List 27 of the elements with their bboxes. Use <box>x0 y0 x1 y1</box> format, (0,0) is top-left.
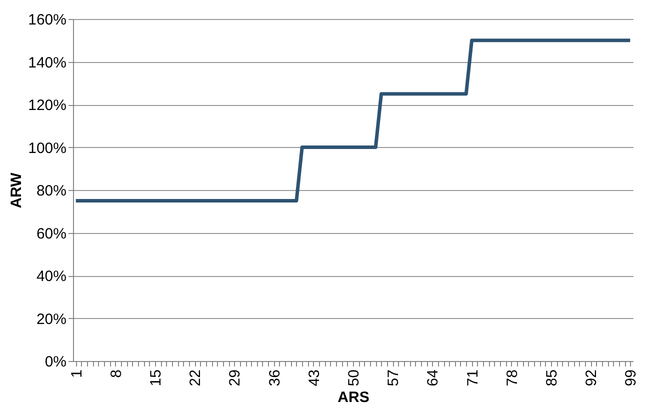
y-tick-label: 80% <box>36 182 66 200</box>
y-axis-title: ARW <box>8 172 26 208</box>
x-tick-label: 57 <box>385 370 402 386</box>
x-tick-label: 71 <box>464 370 482 386</box>
x-tick-label: 1 <box>68 370 86 378</box>
y-tick-label: 100% <box>28 140 66 157</box>
line-series <box>74 38 632 202</box>
x-tick-label: 92 <box>583 370 600 386</box>
y-tick-label: 20% <box>36 310 66 328</box>
x-tick-label: 15 <box>148 370 165 386</box>
x-tick-label: 99 <box>622 370 640 386</box>
x-tick-label: 22 <box>187 370 204 386</box>
x-tick-label: 50 <box>346 370 362 386</box>
x-tick-label: 85 <box>543 370 560 386</box>
x-tick-label: 8 <box>108 370 125 378</box>
x-axis-title: ARS <box>338 389 370 406</box>
y-tick-label: 40% <box>36 268 66 285</box>
y-tick-label: 0% <box>44 354 66 370</box>
y-tick-label: 120% <box>28 97 66 114</box>
x-tick-label: 64 <box>424 370 442 386</box>
x-tick-label: 29 <box>226 370 244 386</box>
x-tick-label: 36 <box>266 370 284 386</box>
y-tick-label: 60% <box>36 225 66 242</box>
x-tick-label: 78 <box>504 370 521 386</box>
y-tick-label: 140% <box>28 54 66 72</box>
x-tick-label: 43 <box>306 370 323 386</box>
y-tick-label: 160% <box>28 12 66 28</box>
